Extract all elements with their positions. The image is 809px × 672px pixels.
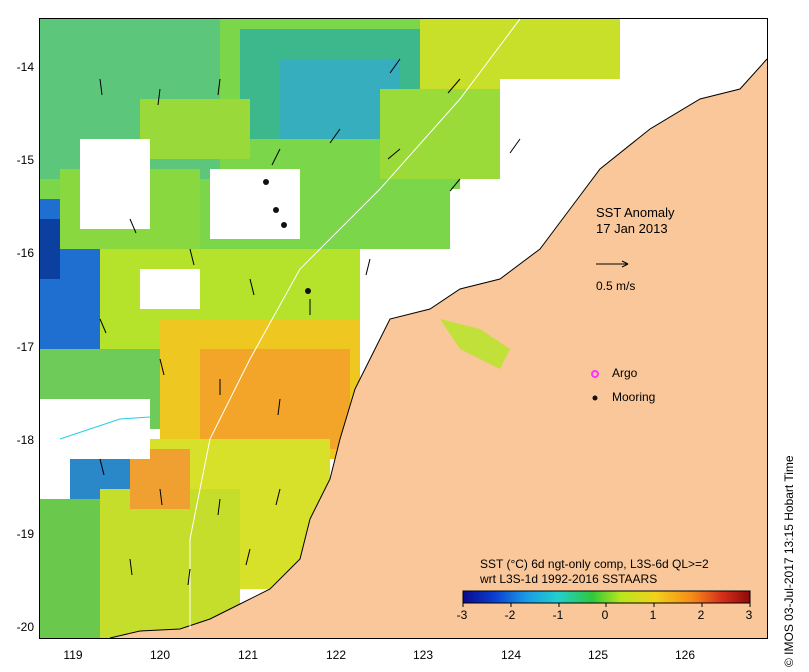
colorbar-tick: -1 xyxy=(552,608,564,622)
map-title: SST Anomaly xyxy=(596,205,675,220)
mooring-label: Mooring xyxy=(612,390,656,404)
y-tick-label: -17 xyxy=(16,340,34,354)
x-tick-label: 121 xyxy=(237,648,259,662)
shelf-contour-white xyxy=(189,19,521,629)
vector-scale-label: 0.5 m/s xyxy=(596,279,636,293)
vector-scale-arrow xyxy=(596,260,629,268)
coastline xyxy=(109,58,767,638)
y-tick-label: -16 xyxy=(16,246,34,260)
colorbar-tick: 1 xyxy=(649,608,657,622)
map-area: SST Anomaly 17 Jan 2013 0.5 m/s Argo Moo… xyxy=(39,18,768,639)
x-tick-label: 122 xyxy=(325,648,347,662)
description-line-2: wrt L3S-1d 1992-2016 SSTAARS xyxy=(480,572,658,586)
colorbar-tick: 2 xyxy=(697,608,705,622)
inlet xyxy=(440,319,510,369)
shelf-contour xyxy=(59,416,151,440)
argo-label: Argo xyxy=(612,366,638,380)
x-tick-label: 126 xyxy=(674,648,696,662)
x-tick-label: 125 xyxy=(587,648,609,662)
colorbar-tick: -2 xyxy=(504,608,516,622)
x-tick-label: 124 xyxy=(500,648,522,662)
land-mass xyxy=(110,59,767,638)
colorbar-tick: -3 xyxy=(456,608,468,622)
sst-anomaly-map xyxy=(40,19,767,638)
x-tick-label: 123 xyxy=(412,648,434,662)
mooring-markers xyxy=(263,179,311,294)
x-tick-label: 120 xyxy=(149,648,171,662)
description-line-1: SST (°C) 6d ngt-only comp, L3S-6d QL>=2 xyxy=(480,557,709,571)
imos-credit: © IMOS 03-Jul-2017 13:15 Hobart Time xyxy=(782,455,796,667)
colorbar xyxy=(462,590,751,607)
sst-field xyxy=(40,19,767,638)
y-tick-label: -19 xyxy=(16,527,34,541)
y-tick-label: -18 xyxy=(16,433,34,447)
colorbar-tick: 0 xyxy=(601,608,609,622)
y-tick-label: -14 xyxy=(16,60,34,74)
y-tick-label: -20 xyxy=(16,620,34,634)
current-vectors xyxy=(99,58,521,586)
legend-symbols xyxy=(591,370,599,401)
colorbar-tick: 3 xyxy=(745,608,753,622)
y-tick-label: -15 xyxy=(16,153,34,167)
map-date: 17 Jan 2013 xyxy=(596,221,668,236)
x-tick-label: 119 xyxy=(63,648,83,662)
